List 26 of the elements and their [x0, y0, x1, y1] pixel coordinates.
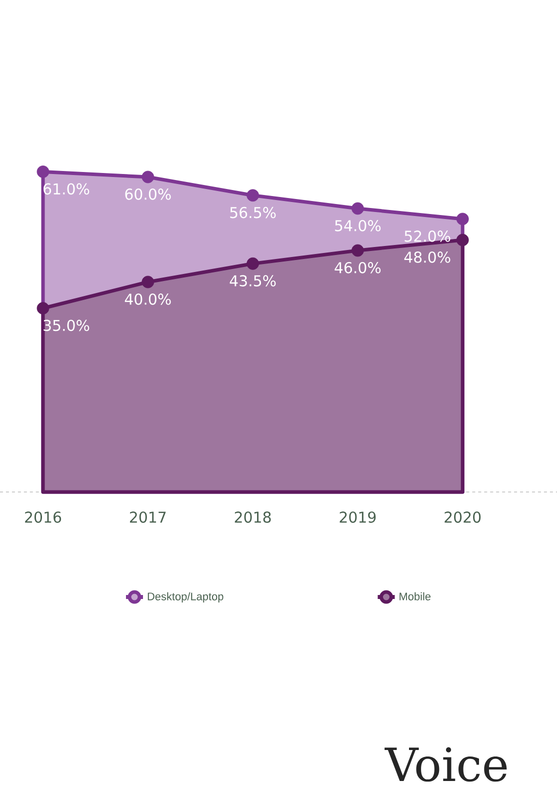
legend-label: Desktop/Laptop	[148, 592, 224, 602]
point	[352, 244, 364, 257]
point	[352, 202, 364, 215]
x-tick-label: 2016	[25, 512, 62, 523]
text: Voice	[384, 747, 507, 782]
x-tick-label: 2020	[444, 512, 481, 523]
point	[246, 189, 259, 202]
point	[36, 166, 50, 178]
x-tick-label: 2017	[130, 512, 166, 523]
point	[142, 276, 154, 288]
data-label: 40.0%	[124, 294, 171, 305]
data-label: 43.5%	[230, 275, 276, 286]
point	[36, 302, 50, 314]
data-label: 48.0%	[404, 252, 450, 263]
point	[456, 234, 469, 246]
x-tick-label: 2018	[234, 512, 271, 523]
data-label: 60.0%	[125, 188, 171, 200]
legend-label: Mobile	[400, 592, 431, 600]
point	[246, 257, 259, 270]
point	[142, 170, 154, 184]
data-label: 52.0%	[404, 230, 450, 242]
data-label: 46.0%	[334, 262, 381, 274]
point	[456, 212, 469, 226]
data-label: 54.0%	[335, 220, 381, 232]
x-tick-label: 2019	[340, 512, 376, 523]
data-label: 56.5%	[230, 206, 276, 218]
